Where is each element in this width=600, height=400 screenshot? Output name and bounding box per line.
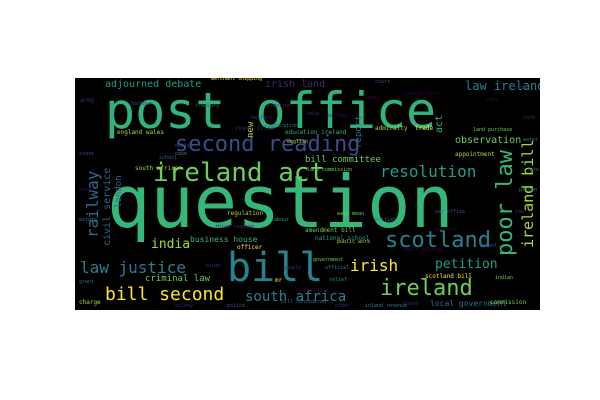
word-state: state — [79, 151, 95, 157]
word-royal-irish: royal irish — [235, 125, 275, 132]
word-adjourned-debate: adjourned debate — [105, 79, 202, 90]
word-army: army — [80, 97, 95, 104]
word-ireland: ireland — [380, 276, 473, 301]
word-south-african: south african — [135, 165, 182, 172]
word-petition: petition — [435, 257, 498, 272]
word-observation: observation — [455, 135, 522, 146]
word-third-reading: third reading — [215, 224, 255, 230]
word-board: board — [403, 301, 419, 307]
word-business-house: business house — [190, 235, 258, 244]
word-second-reading: second reading — [175, 132, 361, 157]
word-scotland-bill: scotland bill — [425, 273, 472, 280]
word-irish: irish — [350, 256, 399, 275]
word-school: school — [159, 155, 178, 161]
word-england-wales: england wales — [117, 129, 164, 136]
word-order: order — [335, 303, 351, 309]
word-charge: charge — [79, 299, 101, 306]
word-land-purchase: land purchase — [473, 127, 513, 133]
word-cork: cork — [523, 115, 536, 121]
word-poor-law: poor law — [493, 150, 518, 256]
word-harbour: harbour — [131, 101, 153, 107]
word-south-africa: south africa — [245, 289, 347, 305]
word-official: official — [325, 265, 350, 271]
word-estate: estate — [79, 217, 98, 223]
word-bill: bill — [227, 245, 324, 291]
word-police: police — [227, 303, 246, 309]
word-rate: rate — [527, 167, 540, 173]
word-act: act — [434, 114, 445, 133]
word-scotland: scotland — [385, 228, 491, 253]
word-port: port — [135, 265, 148, 271]
word-bill-considered: bill considered — [281, 299, 327, 305]
word-water: water — [523, 137, 539, 143]
word-education-ireland: education ireland — [285, 129, 347, 136]
word-report: report — [354, 115, 364, 148]
word-indian: indian — [495, 275, 514, 281]
word-british: british — [375, 217, 397, 223]
word-law-justice: law justice — [80, 258, 186, 277]
word-government: government — [313, 257, 344, 263]
word-vote: vote — [515, 85, 528, 91]
word-english: english — [287, 139, 309, 145]
word-officer: officer — [237, 244, 263, 251]
word-question: question — [107, 160, 454, 244]
word-india: india — [151, 237, 191, 252]
word-tax: tax — [515, 209, 525, 215]
word-home: home — [365, 95, 378, 101]
word-ireland-act: ireland act — [153, 158, 326, 188]
word-merchant-shipping: merchant shipping — [211, 78, 263, 82]
word-belfast: belfast — [251, 115, 273, 121]
word-union: union — [205, 263, 221, 269]
word-london: london — [114, 175, 124, 208]
word-colony: colony — [175, 303, 194, 309]
word-irish-land: irish land — [265, 79, 326, 90]
word-public-work: public work — [337, 239, 371, 245]
word-supply: supply — [283, 265, 302, 271]
word-election: election — [267, 103, 292, 109]
word-court: court — [375, 79, 391, 85]
word-money: money — [79, 187, 95, 193]
word-sale: sale — [307, 111, 320, 117]
word-local-government: local government — [430, 299, 508, 308]
word-national-school: national school — [315, 235, 370, 242]
word-criminal-law: criminal law — [145, 274, 211, 284]
word-commission: commission — [490, 299, 527, 306]
word-council: council — [435, 227, 457, 233]
word-navy: navy — [487, 97, 500, 103]
word-mr: mr — [275, 277, 283, 284]
word-education: education — [271, 123, 299, 129]
word-regulation: regulation — [227, 210, 264, 217]
word-relief: relief — [329, 277, 348, 283]
word-railway: railway — [83, 170, 102, 238]
word-county-court: county court — [405, 91, 442, 97]
word-customs: customs — [327, 113, 349, 119]
word-ways-mean: ways mean — [337, 211, 365, 217]
word-inland-revenue: inland revenue — [365, 303, 408, 309]
word-civil-service: civil service — [102, 167, 113, 246]
word-law-ireland: law ireland — [465, 79, 540, 93]
word-bill-second: bill second — [105, 284, 225, 305]
word-trade: trade — [415, 125, 434, 132]
word-post-office: post office — [105, 82, 437, 140]
word-small-holding: small holding — [403, 247, 443, 253]
word-appointment: appointment — [455, 151, 495, 158]
word-dublin: dublin — [175, 143, 194, 149]
word-treasury: treasury — [195, 103, 220, 109]
word-ireland-bill: ireland bill — [519, 139, 537, 248]
word-case: case — [175, 151, 188, 157]
word-bill-committee: bill committee — [305, 155, 381, 165]
word-war-office: war office — [435, 209, 466, 215]
word-tenant: tenant — [479, 243, 498, 249]
word-licensing: licensing — [295, 287, 323, 293]
word-admiralty: admiralty — [375, 125, 408, 132]
word-amendment-bill: amendment bill — [305, 227, 356, 234]
word-resolution: resolution — [380, 162, 477, 181]
word-prison: prison — [519, 187, 538, 193]
word-land-commission: land commission — [307, 167, 353, 173]
word-cloud: post office question bill ireland act se… — [75, 78, 540, 310]
word-grant: grant — [79, 279, 95, 285]
word-labour: labour — [271, 217, 290, 223]
